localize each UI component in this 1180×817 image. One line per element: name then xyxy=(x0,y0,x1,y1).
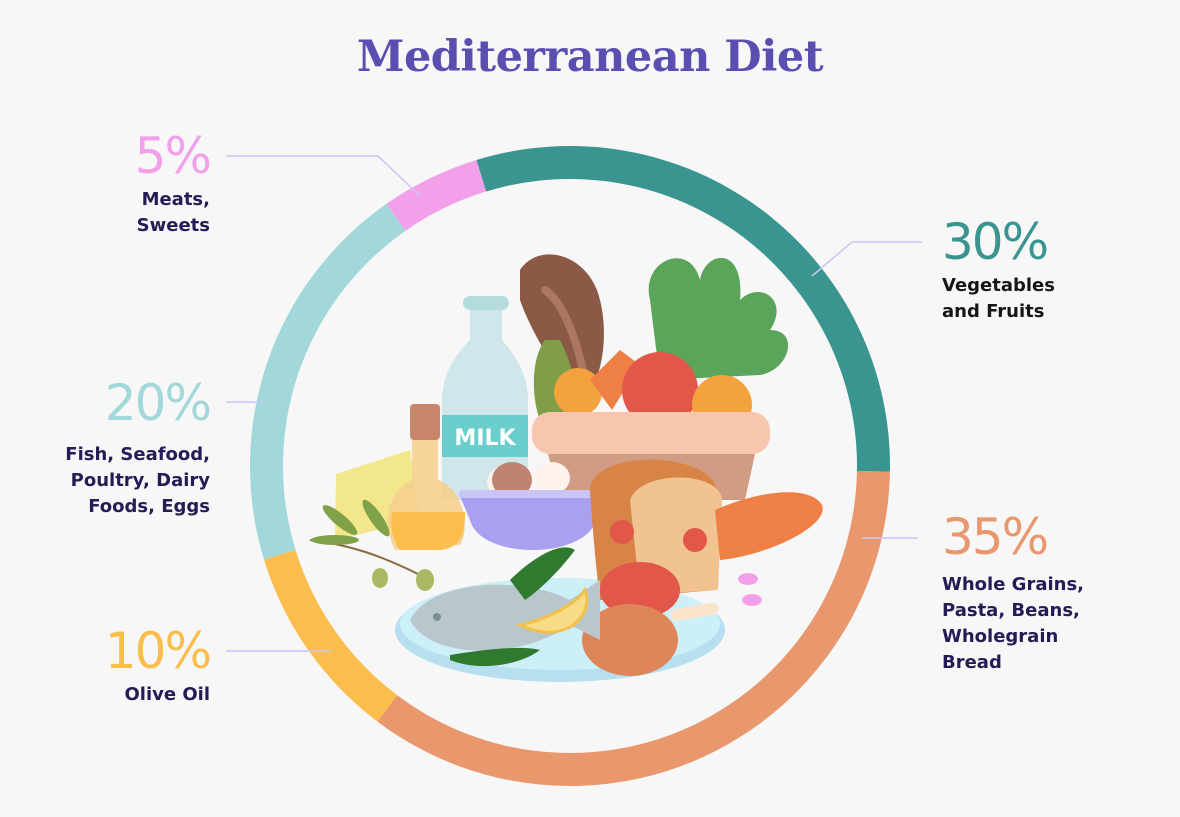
donut-segment xyxy=(386,159,487,231)
milk-label: MILK xyxy=(454,426,516,451)
percent-whole-grains: 35% xyxy=(942,508,1049,566)
label-whole-grains: 35% Whole Grains, Pasta, Beans, Wholegra… xyxy=(942,512,1142,676)
donut-ring xyxy=(249,146,890,786)
label-fish-seafood: 20% Fish, Seafood, Poultry, Dairy Foods,… xyxy=(40,374,212,520)
category-fish-seafood: Fish, Seafood, Poultry, Dairy Foods, Egg… xyxy=(65,444,210,517)
label-vegetables-fruits: 30% Vegetables and Fruits xyxy=(942,217,1142,325)
chart-title: Mediterranean Diet xyxy=(356,32,824,82)
percent-vegetables-fruits: 30% xyxy=(942,213,1049,271)
leader-lines xyxy=(226,155,922,652)
category-meats-sweets: Meats, Sweets xyxy=(136,189,210,236)
category-vegetables-fruits: Vegetables and Fruits xyxy=(942,275,1055,322)
category-whole-grains: Whole Grains, Pasta, Beans, Wholegrain B… xyxy=(942,574,1085,673)
donut-segment xyxy=(476,146,890,472)
donut-segment xyxy=(377,471,890,786)
percent-meats-sweets: 5% xyxy=(134,127,212,185)
leader-line-vegetables xyxy=(811,241,922,277)
percent-fish-seafood: 20% xyxy=(104,374,212,432)
donut-segment xyxy=(263,549,398,722)
label-olive-oil: 10% Olive Oil xyxy=(60,622,212,708)
label-meats-sweets: 5% Meats, Sweets xyxy=(60,127,212,239)
category-olive-oil: Olive Oil xyxy=(124,684,211,705)
donut-segment xyxy=(249,203,406,560)
percent-olive-oil: 10% xyxy=(104,622,212,680)
food-illustration: MILK xyxy=(309,254,823,682)
leader-line-meats xyxy=(226,155,421,197)
